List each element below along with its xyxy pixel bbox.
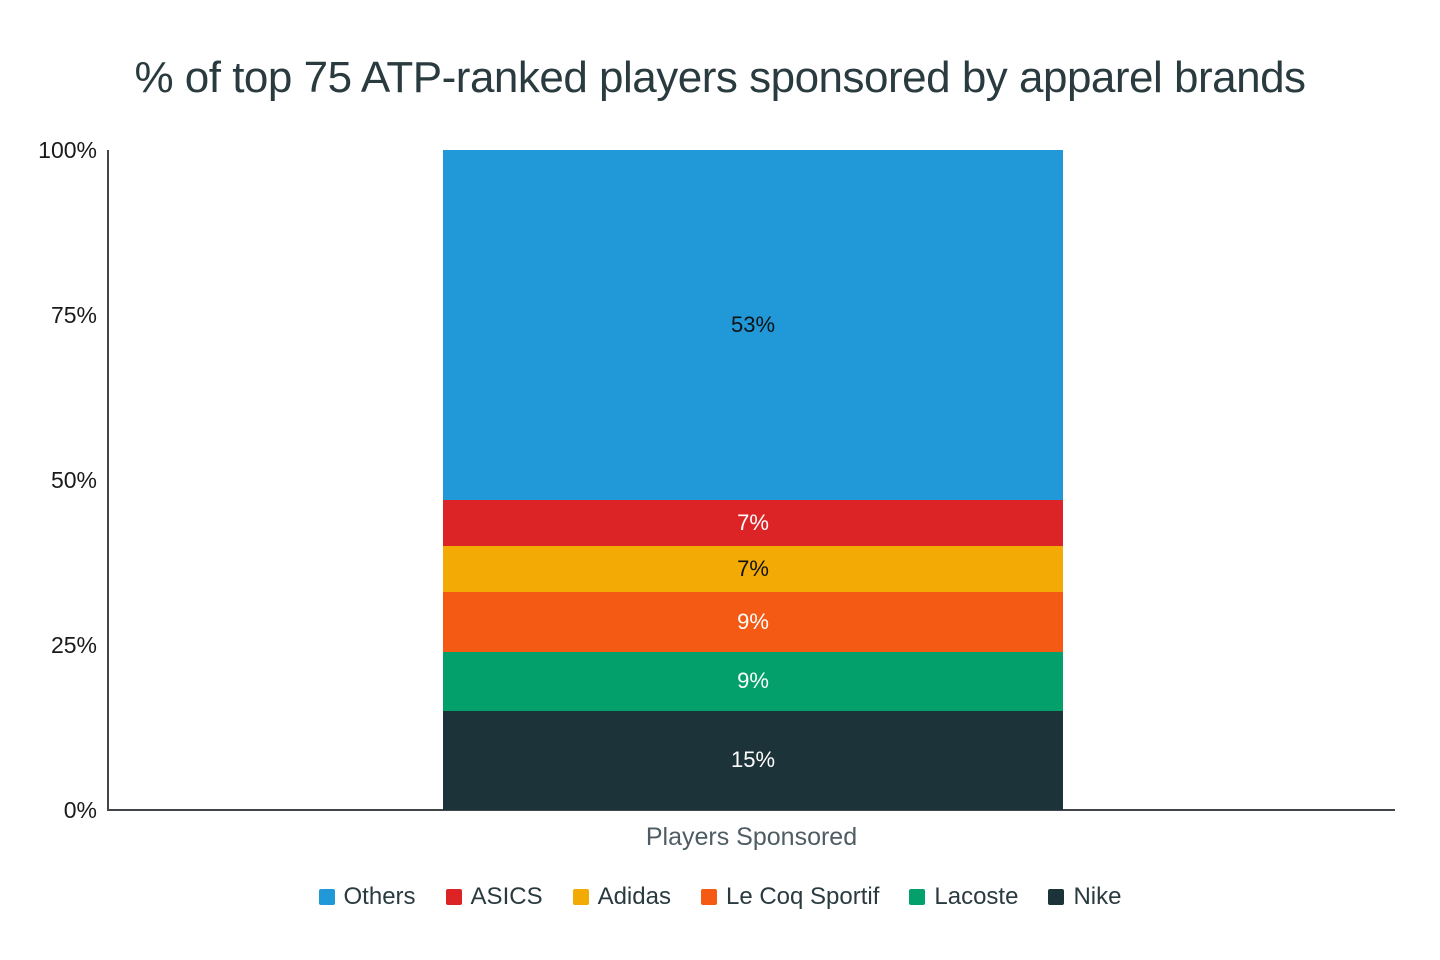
legend-label-adidas: Adidas: [597, 883, 671, 910]
y-axis-line: [107, 150, 109, 810]
x-axis-title: Players Sponsored: [645, 823, 858, 851]
bar-segment-adidas: 7%: [443, 545, 1063, 593]
y-tick-label: 25%: [50, 632, 97, 658]
bar-segment-le-coq-sportif: 9%: [443, 592, 1063, 652]
x-axis-line: [107, 809, 1395, 811]
legend-item-others: Others: [318, 882, 416, 912]
legend-label-others: Others: [343, 883, 416, 910]
y-tick-label: 0%: [63, 797, 97, 823]
legend-item-nike: Nike: [1048, 882, 1121, 912]
legend-label-nike: Nike: [1073, 883, 1122, 910]
legend-item-le-coq-sportif: Le Coq Sportif: [700, 882, 880, 912]
legend-item-asics: ASICS: [445, 882, 543, 912]
legend-label-lacoste: Lacoste: [934, 883, 1019, 910]
bar-segment-label-others: 53%: [730, 311, 776, 337]
legend-swatch-adidas: [572, 889, 589, 905]
bar-segment-others: 53%: [443, 150, 1063, 500]
y-tick-label: 50%: [50, 467, 97, 493]
legend-item-lacoste: Lacoste: [909, 882, 1018, 912]
legend-label-asics: ASICS: [470, 883, 543, 910]
chart-title: % of top 75 ATP-ranked players sponsored…: [134, 53, 1306, 102]
bar-segment-label-adidas: 7%: [737, 556, 769, 582]
legend-swatch-le-coq-sportif: [700, 889, 717, 905]
stacked-bar-column: 53% 7% 7% 9% 9% 15%: [443, 150, 1063, 810]
bar-segment-label-asics: 7%: [737, 509, 769, 535]
legend-swatch-others: [318, 889, 335, 905]
legend-swatch-lacoste: [909, 889, 926, 905]
legend-label-le-coq-sportif: Le Coq Sportif: [725, 883, 880, 910]
bar-segment-label-le-coq-sportif: 9%: [737, 608, 769, 634]
bar-segment-lacoste: 9%: [443, 651, 1063, 711]
y-tick-label: 100%: [38, 137, 97, 163]
y-tick-label: 75%: [50, 302, 97, 328]
legend-swatch-nike: [1048, 889, 1065, 905]
bar-segment-label-nike: 15%: [730, 747, 776, 773]
bar-segment-nike: 15%: [443, 710, 1063, 810]
bar-segment-label-lacoste: 9%: [737, 668, 769, 694]
bar-segment-asics: 7%: [443, 499, 1063, 546]
legend-swatch-asics: [445, 889, 462, 905]
legend: Others ASICS Adidas Le Coq Sportif Lacoste Ni…: [0, 882, 1440, 912]
legend-item-adidas: Adidas: [572, 882, 671, 912]
